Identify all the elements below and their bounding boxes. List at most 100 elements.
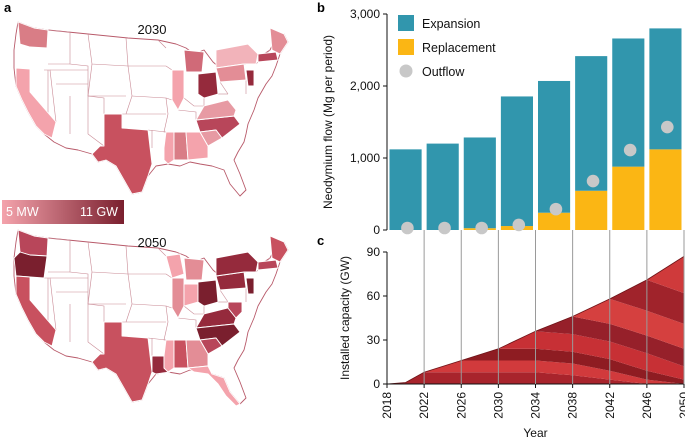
expansion-bar-3 [463,137,496,229]
color-scale-bar [2,200,124,224]
b-y-tick-label: 2,000 [350,79,380,93]
state-mi [183,49,205,73]
c-x-tick-label: 2038 [566,392,580,419]
outflow-point-1 [401,221,414,235]
state-ca [15,67,57,139]
state-border [157,247,167,257]
expansion-bar-2 [426,143,459,230]
c-x-tick-label: 2050 [677,392,685,419]
legend-swatch-replacement [398,39,414,55]
state-border [219,81,229,95]
state-fl [187,365,241,407]
state-mi [183,257,205,281]
state-me [269,27,289,55]
outflow-point-2 [438,221,451,235]
state-il [171,277,185,319]
state-ms [163,131,175,165]
expansion-bar-5 [538,80,571,213]
b-y-tick-label: 1,000 [350,151,380,165]
us-map-2050 [13,229,289,407]
outflow-point-5 [549,202,563,216]
state-wa [17,21,49,49]
state-ny [215,251,259,277]
state-ga [185,339,209,369]
state-border [87,304,105,355]
panel-c-area-chart: 0 30 60 90 Installed capacity (GW) 2018 2022 20… [338,245,685,440]
state-border [47,29,105,114]
state-wi [165,253,185,279]
panel-b-bar-chart: 0 1,000 2,000 3,000 Neodymium flow (Mg per p… [321,7,682,237]
state-border [165,305,173,309]
legend-label-replacement: Replacement [422,41,496,55]
total-capacity-line [386,256,685,385]
c-y-tick-label: 90 [367,245,381,259]
state-oh [197,279,219,307]
state-in [183,283,199,307]
c-x-tick-label: 2030 [491,392,505,419]
b-y-tick-label: 0 [373,223,380,237]
replacement-bar-5 [538,212,571,230]
c-y-tick-label: 60 [367,289,381,303]
scale-low-label: 5 MW [6,205,39,219]
c-y-label: Installed capacity (GW) [338,256,352,380]
state-border [87,96,105,147]
state-border [165,97,173,101]
outflow-point-7 [623,143,637,157]
c-x-label: Year [523,426,547,440]
c-y-tick-label: 0 [373,377,380,391]
outflow-point-4 [512,218,526,232]
legend-swatch-expansion [398,15,414,31]
state-tx [91,321,153,403]
c-x-tick-label: 2046 [640,392,654,419]
state-oh [197,71,219,99]
state-al [173,131,189,161]
c-x-tick-label: 2034 [529,392,543,419]
legend-swatch-outflow [399,64,413,78]
us-map-2030 [13,21,289,197]
c-y-tick-label: 30 [367,333,381,347]
c-x-tick-label: 2042 [603,392,617,419]
b-y-tick-label: 3,000 [350,7,380,21]
state-pa [215,63,247,83]
panel-b-letter: b [317,0,325,15]
state-border [125,37,133,115]
state-border [147,129,167,133]
state-tx [91,113,153,195]
state-border [87,271,93,305]
outflow-point-8 [660,120,674,134]
state-border [157,39,167,49]
state-border [177,317,197,328]
state-border [125,245,133,323]
expansion-bar-4 [500,96,533,227]
state-nj [245,69,255,87]
c-x-tick-label: 2026 [454,392,468,419]
state-border [165,273,173,279]
replacement-bar-7 [612,166,645,230]
c-x-tick-label: 2022 [417,392,431,419]
state-border [47,237,105,322]
state-ga [185,131,209,161]
state-al [173,339,189,369]
state-ma [257,51,279,63]
scale-high-label: 11 GW [80,205,118,219]
state-border [165,65,173,71]
outflow-point-3 [475,221,488,235]
b-y-label: Neodymium flow (Mg per period) [321,35,335,209]
state-border [219,289,229,303]
state-border [177,109,197,120]
state-va [195,99,237,121]
map-2030-title: 2030 [138,22,167,37]
replacement-bar-8 [649,149,682,230]
state-border [183,305,204,315]
state-border [87,63,93,97]
expansion-bar-6 [575,56,608,191]
state-border [147,337,167,341]
state-me [269,235,289,263]
state-ca [15,275,57,347]
state-il [171,69,185,111]
map-2050-title: 2050 [138,235,167,250]
state-sc [199,129,223,147]
state-md [227,301,243,319]
outflow-point-6 [586,174,600,188]
